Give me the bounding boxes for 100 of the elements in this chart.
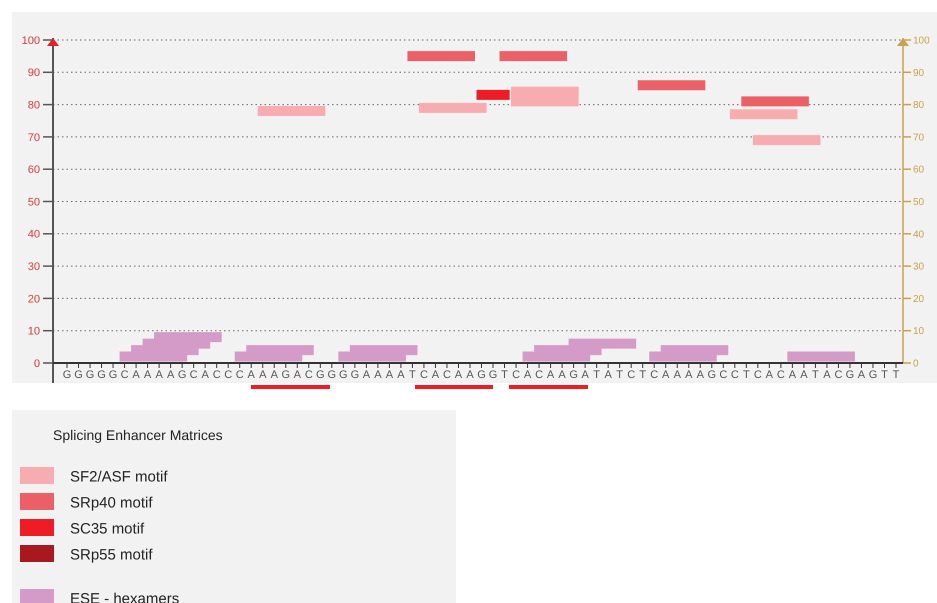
x-tick-label: G [477, 369, 486, 381]
x-tick-label: T [881, 369, 888, 381]
legend-title: Splicing Enhancer Matrices [53, 427, 223, 443]
x-tick-label: A [466, 369, 474, 381]
x-tick-label: A [397, 369, 406, 381]
y-tick-label: 0 [34, 358, 40, 370]
x-tick-label: T [501, 369, 508, 381]
y-tick-label: 10 [28, 326, 40, 338]
x-tick-label: A [858, 369, 866, 381]
x-tick-label: A [454, 369, 463, 381]
x-tick-label: T [593, 369, 600, 381]
x-tick-label: C [420, 369, 428, 381]
x-tick-label: G [488, 369, 498, 381]
y-tick-label: 100 [22, 34, 40, 47]
x-tick-label: G [339, 369, 348, 381]
y-tick-label: 60 [28, 164, 40, 176]
x-tick-label: G [97, 369, 106, 381]
x-tick-label: C [719, 369, 728, 381]
y2-tick-label: 90 [913, 68, 925, 79]
x-tick-label: G [350, 369, 360, 381]
x-tick-label: C [224, 369, 232, 381]
x-tick-label: C [627, 369, 636, 381]
x-tick-label: C [776, 369, 785, 381]
x-tick-label: C [512, 369, 520, 381]
y-tick-label: 50 [28, 196, 40, 208]
x-tick-label: A [155, 369, 164, 381]
y2-tick-label: 10 [913, 326, 925, 338]
y-tick-label: 30 [28, 260, 40, 273]
y2-tick-label: 70 [913, 132, 925, 144]
x-tick-label: A [766, 369, 774, 381]
y-tick-label: 20 [28, 293, 40, 306]
y-tick-label: 80 [28, 99, 40, 112]
x-tick-label: G [281, 369, 290, 381]
x-tick-label: G [569, 369, 578, 381]
x-tick-label: A [696, 369, 705, 381]
x-tick-label: A [201, 369, 210, 381]
x-tick-label: G [328, 369, 336, 381]
x-tick-label: A [386, 369, 394, 381]
x-tick-label: C [190, 369, 198, 381]
x-tick-label: A [581, 369, 590, 381]
x-tick-label: G [108, 369, 118, 381]
x-tick-label: C [535, 369, 544, 381]
y-tick-label: 90 [28, 67, 40, 80]
y2-tick-label: 20 [913, 294, 925, 305]
x-tick-label: T [812, 369, 820, 381]
x-tick-label: C [442, 369, 451, 381]
y2-tick-label: 0 [913, 358, 919, 370]
x-tick-label: C [212, 369, 221, 381]
x-tick-label: G [62, 369, 72, 381]
x-tick-label: G [707, 369, 716, 381]
x-tick-label: A [270, 369, 279, 381]
x-tick-label: A [800, 369, 808, 381]
x-tick-label: A [823, 369, 832, 381]
x-tick-label: A [524, 369, 532, 381]
x-tick-label: T [742, 369, 750, 381]
y2-tick-label: 30 [913, 262, 925, 273]
x-tick-label: T [892, 369, 900, 381]
x-tick-label: C [834, 369, 842, 381]
x-tick-label: G [178, 369, 186, 381]
x-tick-label: G [316, 369, 325, 381]
legend-label: SRp55 motif [70, 546, 154, 564]
x-tick-label: A [662, 369, 670, 381]
x-tick-label: A [144, 369, 152, 381]
x-tick-label: A [374, 369, 382, 381]
legend-label: SF2/ASF motif [70, 468, 168, 486]
x-tick-label: A [294, 369, 302, 381]
y-tick-label: 70 [28, 132, 40, 144]
x-tick-label: C [754, 369, 762, 381]
x-tick-label: A [132, 369, 140, 381]
x-tick-label: A [558, 369, 566, 381]
y-tick-label: 40 [28, 228, 40, 241]
legend-label: SRp40 motif [70, 494, 154, 512]
x-tick-label: A [259, 369, 268, 381]
x-tick-label: G [846, 369, 854, 381]
y2-tick-label: 100 [913, 36, 930, 46]
x-tick-label: A [604, 369, 612, 381]
x-tick-label: T [409, 369, 416, 381]
y2-tick-label: 50 [913, 197, 925, 208]
y2-tick-label: 80 [913, 100, 925, 112]
x-tick-label: G [74, 369, 83, 381]
x-tick-label: A [432, 369, 440, 381]
x-tick-label: A [546, 369, 555, 381]
x-tick-label: A [674, 369, 682, 381]
x-tick-label: C [730, 369, 739, 381]
x-tick-label: A [685, 369, 694, 381]
x-tick-label: C [120, 369, 129, 381]
y2-tick-label: 40 [913, 229, 925, 240]
x-tick-label: G [86, 369, 94, 381]
x-tick-label: A [788, 369, 797, 381]
x-tick-label: A [248, 369, 256, 381]
x-tick-label: C [304, 369, 313, 381]
legend-label: SC35 motif [70, 520, 146, 538]
x-tick-label: A [362, 369, 371, 381]
x-tick-label: T [616, 369, 624, 381]
x-tick-label: C [650, 369, 658, 381]
x-tick-label: A [166, 369, 175, 381]
x-tick-label: G [868, 369, 878, 381]
x-tick-label: T [639, 369, 646, 381]
y2-tick-label: 60 [913, 164, 925, 176]
x-tick-label: C [236, 369, 244, 381]
